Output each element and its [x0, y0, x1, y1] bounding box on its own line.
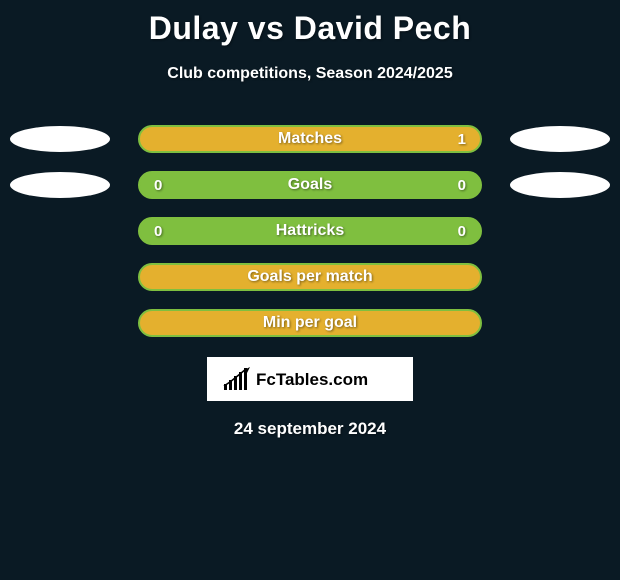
fctables-logo: FcTables.com [207, 357, 413, 401]
stat-label: Hattricks [140, 222, 480, 240]
logo-text: FcTables.com [256, 370, 368, 389]
player-left-ellipse [10, 172, 110, 198]
footer-date: 24 september 2024 [0, 419, 620, 439]
comparison-row: Matches1 [0, 125, 620, 153]
stat-label: Goals per match [140, 268, 480, 286]
stat-pill: Matches1 [138, 125, 482, 153]
stat-pill: Min per goal [138, 309, 482, 337]
stat-pill: Hattricks0 0 [138, 217, 482, 245]
player-left-ellipse [10, 126, 110, 152]
page-title: Dulay vs David Pech [0, 0, 620, 47]
stat-value-right: 0 [458, 177, 466, 194]
stat-label: Goals [140, 176, 480, 194]
stat-pill: Goals0 0 [138, 171, 482, 199]
player-right-ellipse [510, 126, 610, 152]
stat-value-left: 0 [154, 223, 162, 240]
comparison-row: Goals0 0 [0, 171, 620, 199]
comparison-row: Hattricks0 0 [0, 217, 620, 245]
page-subtitle: Club competitions, Season 2024/2025 [0, 65, 620, 83]
stat-label: Min per goal [140, 314, 480, 332]
stat-pill: Goals per match [138, 263, 482, 291]
stat-label: Matches [140, 130, 480, 148]
comparison-rows: Matches1Goals00Hattricks00Goals per matc… [0, 125, 620, 337]
stat-value-left: 0 [154, 177, 162, 194]
stat-value-right: 1 [458, 131, 466, 148]
comparison-row: Min per goal [0, 309, 620, 337]
stat-value-right: 0 [458, 223, 466, 240]
player-right-ellipse [510, 172, 610, 198]
comparison-row: Goals per match [0, 263, 620, 291]
